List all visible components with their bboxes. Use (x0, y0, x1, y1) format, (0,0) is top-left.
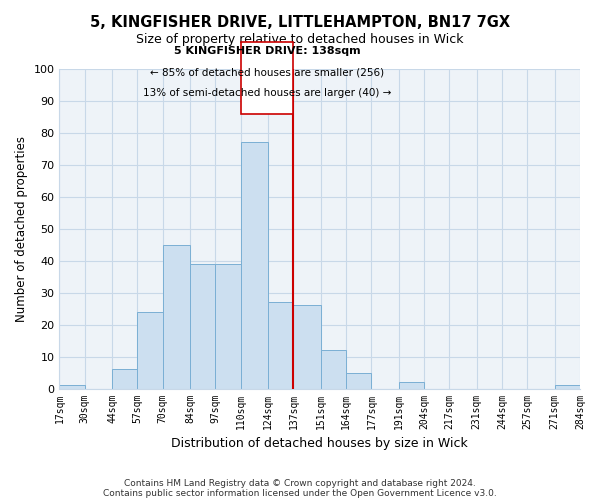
Bar (320, 350, 346, 389)
Text: Size of property relative to detached houses in Wick: Size of property relative to detached ho… (136, 32, 464, 46)
Bar (137, 312, 163, 388)
Bar (346, 372, 371, 388)
Bar (554, 386, 580, 388)
Bar (112, 370, 137, 388)
Text: 5 KINGFISHER DRIVE: 138sqm: 5 KINGFISHER DRIVE: 138sqm (174, 46, 361, 56)
Bar (293, 306, 320, 388)
Y-axis label: Number of detached properties: Number of detached properties (15, 136, 28, 322)
Text: ← 85% of detached houses are smaller (256): ← 85% of detached houses are smaller (25… (150, 67, 384, 77)
Bar (163, 245, 190, 388)
Bar (241, 142, 268, 388)
X-axis label: Distribution of detached houses by size in Wick: Distribution of detached houses by size … (172, 437, 468, 450)
Bar (190, 264, 215, 388)
Bar (268, 302, 293, 388)
Bar (59, 386, 85, 388)
Text: Contains public sector information licensed under the Open Government Licence v3: Contains public sector information licen… (103, 488, 497, 498)
Bar (398, 382, 424, 388)
Text: 13% of semi-detached houses are larger (40) →: 13% of semi-detached houses are larger (… (143, 88, 391, 98)
Bar (215, 264, 241, 388)
Text: 5, KINGFISHER DRIVE, LITTLEHAMPTON, BN17 7GX: 5, KINGFISHER DRIVE, LITTLEHAMPTON, BN17… (90, 15, 510, 30)
Text: Contains HM Land Registry data © Crown copyright and database right 2024.: Contains HM Land Registry data © Crown c… (124, 478, 476, 488)
